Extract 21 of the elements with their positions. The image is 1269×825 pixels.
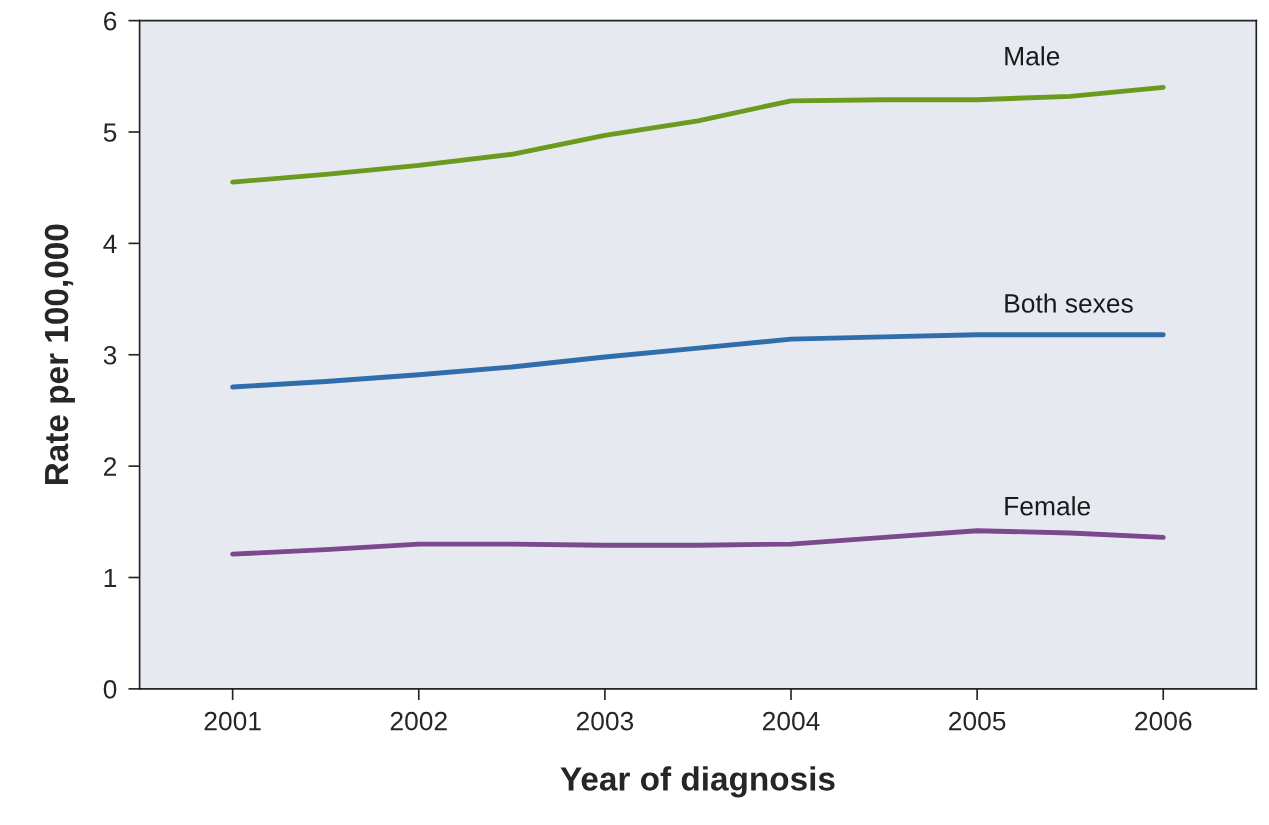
line-series [230,332,1166,390]
y-axis-title: Rate per 100,000 [44,224,75,485]
series-label: Both sexes [1005,293,1133,313]
x-tick-label: 2003 [576,711,634,731]
line-series [230,85,1166,185]
y-tick-label: 4 [103,234,117,253]
series-label: Male [1005,46,1060,66]
y-tick-label: 0 [103,680,117,699]
y-tick-label: 5 [103,123,117,142]
y-tick-label: 1 [104,568,117,588]
x-tick-label: 2001 [204,711,261,731]
x-tick-label: 2004 [762,711,820,731]
x-tick-label: 2006 [1135,711,1192,731]
y-tick-label: 2 [104,457,117,476]
x-axis-title: Year of diagnosis [560,766,835,798]
y-tick-label: 6 [104,11,117,31]
x-tick-label: 2005 [949,711,1006,731]
y-tick-label: 3 [103,345,117,365]
line-series [230,528,1166,557]
series-label: Female [1005,496,1091,516]
x-tick-label: 2002 [390,711,447,731]
